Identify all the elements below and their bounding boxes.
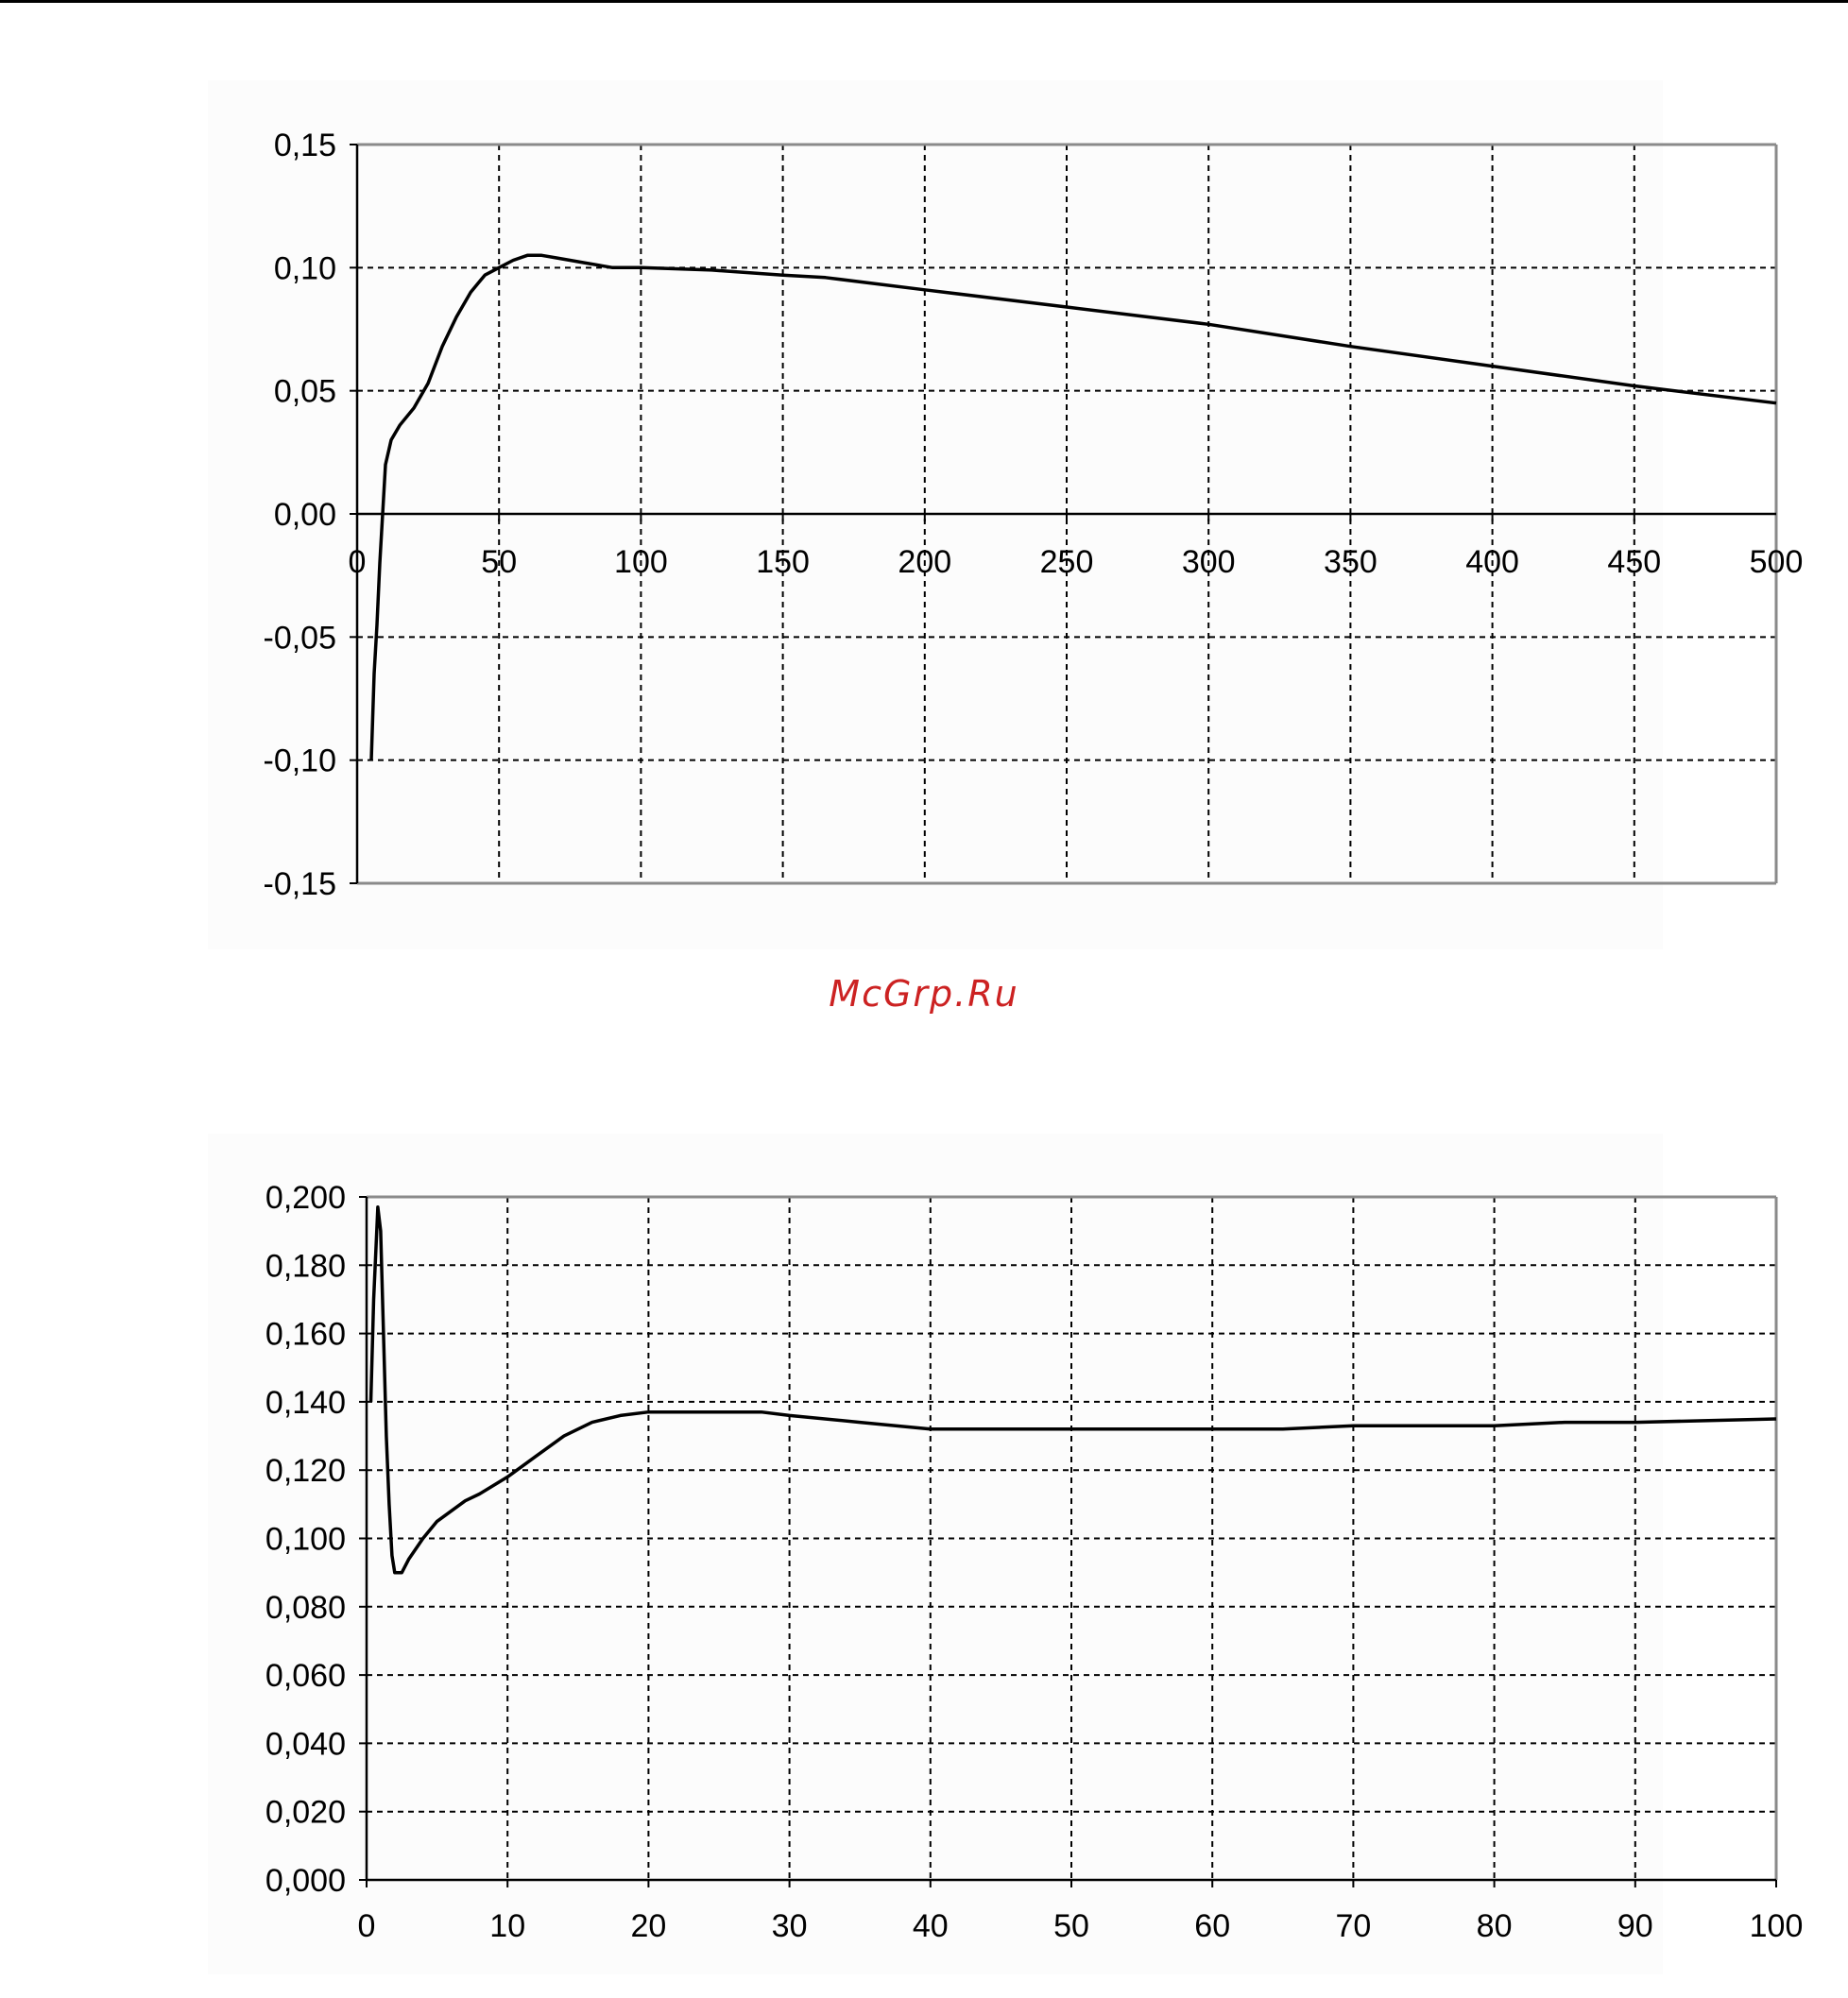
x-tick-label: 0: [358, 1908, 376, 1944]
y-tick-label: 0,020: [265, 1795, 346, 1831]
x-tick-label: 60: [1194, 1908, 1230, 1944]
y-tick-label: 0,00: [274, 497, 336, 533]
y-tick-label: 0,15: [274, 128, 336, 163]
x-tick-label: 0: [349, 544, 367, 580]
x-tick-label: 150: [756, 544, 810, 580]
y-tick-label: -0,15: [264, 866, 337, 902]
y-tick-label: 0,180: [265, 1248, 346, 1284]
x-tick-label: 500: [1750, 544, 1804, 580]
y-tick-label: 0,200: [265, 1180, 346, 1216]
x-tick-labels: 0 50 100 150 200 250 300 350 400 450 500: [349, 544, 1804, 580]
y-tick-label: 0,05: [274, 374, 336, 410]
y-tick-label: 0,10: [274, 250, 336, 286]
x-tick-label: 50: [1053, 1908, 1089, 1944]
series-line: [369, 253, 1777, 760]
x-tick-label: 250: [1040, 544, 1094, 580]
y-tick-label: 0,160: [265, 1317, 346, 1353]
y-tick-label: 0,060: [265, 1658, 346, 1694]
x-tick-label: 450: [1607, 544, 1661, 580]
chart-top: 0,15 0,10 0,05 0,00 -0,05 -0,10 -0,15 0 50 100 15…: [208, 80, 1804, 949]
x-tick-label: 100: [1750, 1908, 1804, 1944]
series-line: [368, 1205, 1777, 1575]
top-rule: [0, 0, 1848, 3]
x-tick-label: 400: [1465, 544, 1519, 580]
axes: [359, 1195, 1778, 1887]
x-tick-label: 350: [1324, 544, 1377, 580]
y-tick-label: 0,140: [265, 1385, 346, 1421]
y-tick-label: 0,080: [265, 1590, 346, 1626]
chart-area-background: [208, 1134, 1663, 1974]
x-tick-label: 200: [898, 544, 951, 580]
x-tick-label: 70: [1335, 1908, 1371, 1944]
chart-bottom: 0,200 0,180 0,160 0,140 0,120 0,100 0,080 0,060…: [208, 1134, 1804, 1974]
x-tick-label: 100: [614, 544, 668, 580]
y-tick-label: -0,05: [264, 620, 337, 656]
x-tick-label: 80: [1477, 1908, 1513, 1944]
y-tick-label: 0,040: [265, 1726, 346, 1762]
x-tick-label: 30: [772, 1908, 808, 1944]
x-tick-label: 300: [1182, 544, 1236, 580]
grid: [367, 1197, 1777, 1880]
x-tick-label: 20: [630, 1908, 666, 1944]
y-tick-label: 0,120: [265, 1453, 346, 1489]
y-tick-label: 0,100: [265, 1522, 346, 1558]
x-tick-label: 40: [913, 1908, 949, 1944]
y-tick-label: -0,10: [264, 743, 337, 779]
x-tick-labels: 0 10 20 30 40 50 60 70 80 90 100: [358, 1908, 1804, 1944]
x-tick-label: 90: [1617, 1908, 1653, 1944]
y-tick-label: 0,000: [265, 1863, 346, 1899]
axes: [350, 143, 1778, 885]
x-tick-label: 50: [481, 544, 517, 580]
x-tick-label: 10: [489, 1908, 525, 1944]
y-tick-labels: 0,200 0,180 0,160 0,140 0,120 0,100 0,080 0,060…: [265, 1180, 346, 1899]
watermark-text: McGrp.Ru: [829, 973, 1019, 1015]
y-tick-labels: 0,15 0,10 0,05 0,00 -0,05 -0,10 -0,15: [264, 128, 337, 902]
